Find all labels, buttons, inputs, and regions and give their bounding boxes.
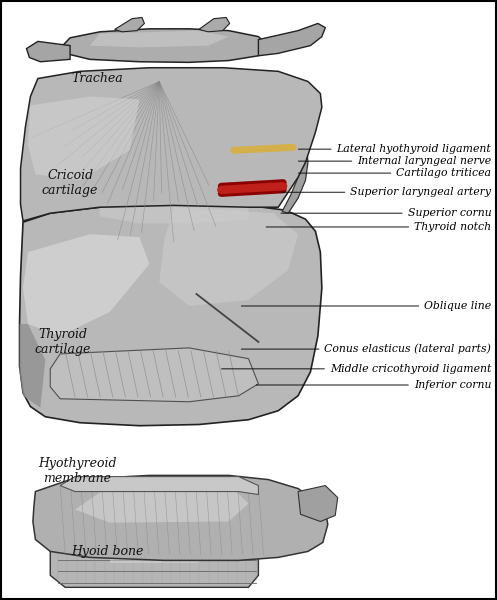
Polygon shape	[23, 234, 150, 336]
Text: Trachea: Trachea	[72, 72, 123, 85]
Polygon shape	[100, 204, 248, 223]
Polygon shape	[20, 68, 322, 221]
Polygon shape	[160, 207, 298, 306]
Text: Inferior cornu: Inferior cornu	[256, 380, 492, 390]
Text: Superior cornu: Superior cornu	[281, 208, 492, 218]
Polygon shape	[63, 29, 268, 62]
Polygon shape	[75, 484, 248, 523]
Polygon shape	[282, 149, 308, 213]
Polygon shape	[50, 491, 258, 587]
Polygon shape	[19, 204, 322, 426]
Polygon shape	[298, 485, 337, 521]
Polygon shape	[90, 31, 229, 47]
Polygon shape	[33, 475, 328, 560]
Text: Hyothyreoid
membrane: Hyothyreoid membrane	[38, 457, 117, 485]
Text: Thyroid notch: Thyroid notch	[266, 222, 492, 232]
Text: Internal laryngeal nerve: Internal laryngeal nerve	[298, 156, 492, 166]
Text: Oblique line: Oblique line	[242, 301, 492, 311]
Text: Lateral hyothyroid ligament: Lateral hyothyroid ligament	[298, 144, 492, 154]
Polygon shape	[50, 348, 258, 402]
Text: Hyoid bone: Hyoid bone	[71, 545, 144, 558]
Polygon shape	[258, 23, 326, 56]
Polygon shape	[199, 17, 230, 32]
Polygon shape	[60, 476, 258, 494]
Text: Cricoid
cartilage: Cricoid cartilage	[42, 169, 98, 197]
Text: Middle cricothyroid ligament: Middle cricothyroid ligament	[222, 364, 492, 374]
Polygon shape	[115, 17, 145, 32]
Polygon shape	[26, 41, 70, 62]
Text: Superior laryngeal artery: Superior laryngeal artery	[281, 187, 492, 197]
Polygon shape	[110, 509, 199, 563]
Text: Conus elasticus (lateral parts): Conus elasticus (lateral parts)	[242, 344, 492, 355]
Polygon shape	[19, 324, 45, 408]
Text: Thyroid
cartilage: Thyroid cartilage	[34, 328, 91, 356]
Text: Cartilago triticea: Cartilago triticea	[298, 168, 492, 178]
Polygon shape	[28, 97, 140, 180]
